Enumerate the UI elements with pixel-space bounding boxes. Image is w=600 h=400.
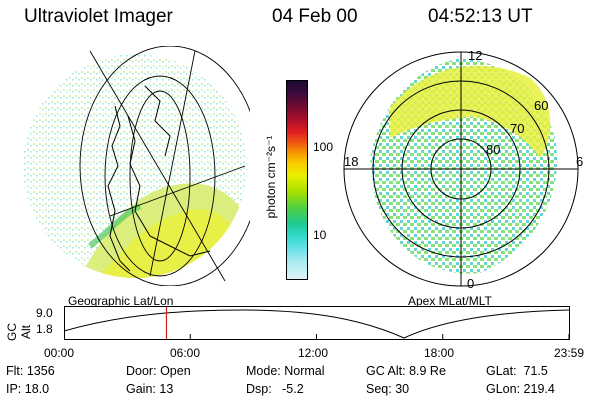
coastline bbox=[107, 105, 131, 272]
door-label: Door: bbox=[126, 364, 157, 378]
glon-value: 219.4 bbox=[523, 382, 555, 396]
timeline-xtick-2359: 23:59 bbox=[554, 346, 585, 360]
geographic-image bbox=[23, 46, 250, 286]
altitude-curve bbox=[64, 309, 570, 339]
glat-label: GLat: bbox=[486, 364, 517, 378]
image-time: 04:52:13 UT bbox=[428, 6, 533, 27]
dsp-label: Dsp: bbox=[246, 382, 272, 396]
grid-line bbox=[104, 75, 216, 277]
timeline-axis-label: GC Alt bbox=[5, 323, 33, 341]
polar-plot: 12 18 6 0 60 70 80 bbox=[343, 48, 583, 291]
lat-label-70: 70 bbox=[510, 121, 524, 136]
gain-label: Gain: bbox=[126, 382, 156, 396]
gcalt-label: GC Alt: bbox=[366, 364, 406, 378]
timeline-xtick-0000: 00:00 bbox=[44, 346, 75, 360]
timeline-ytick-1-8: 1.8 bbox=[36, 322, 53, 336]
timeline-xtick-1800: 18:00 bbox=[424, 346, 455, 360]
ip-value: 18.0 bbox=[24, 382, 50, 396]
dsp-value: -5.2 bbox=[282, 382, 304, 396]
seq-label: Seq: bbox=[366, 382, 392, 396]
colorbar bbox=[286, 80, 308, 280]
mlt-label-0: 0 bbox=[467, 276, 474, 291]
seq-value: 30 bbox=[395, 382, 410, 396]
flt-value: 1356 bbox=[26, 364, 55, 378]
gain-value: 13 bbox=[159, 382, 174, 396]
ip-label: IP: bbox=[6, 382, 22, 396]
mlt-label-18: 18 bbox=[344, 154, 358, 169]
gcalt-value: 8.9 Re bbox=[409, 364, 446, 378]
coastline bbox=[127, 115, 211, 257]
image-date: 04 Feb 00 bbox=[272, 6, 358, 27]
door-value: Open bbox=[160, 364, 191, 378]
timeline-xtick-1200: 12:00 bbox=[298, 346, 329, 360]
left-panel-caption: Geographic Lat/Lon bbox=[68, 294, 174, 308]
glon-label: GLon: bbox=[486, 382, 521, 396]
polar-aurora-dayside bbox=[390, 65, 551, 158]
right-panel-caption: Apex MLat/MLT bbox=[408, 294, 492, 308]
colorbar-tick-100: 100 bbox=[313, 140, 334, 154]
mlt-label-6: 6 bbox=[576, 154, 583, 169]
timeline-ytick-9: 9.0 bbox=[36, 306, 53, 320]
lat-label-80: 80 bbox=[486, 142, 500, 157]
timeline-xtick-0600: 06:00 bbox=[170, 346, 201, 360]
lat-label-60: 60 bbox=[534, 98, 548, 113]
mode-label: Mode: bbox=[246, 364, 281, 378]
altitude-plot bbox=[64, 306, 570, 340]
mode-value: Normal bbox=[284, 364, 325, 378]
mlt-label-12: 12 bbox=[468, 48, 482, 63]
glat-value: 71.5 bbox=[523, 364, 548, 378]
instrument-title: Ultraviolet Imager bbox=[24, 6, 173, 27]
flt-label: Flt: bbox=[6, 364, 24, 378]
colorbar-tick-10: 10 bbox=[313, 228, 327, 242]
colorbar-unit-label: photon cm⁻²s⁻¹ bbox=[264, 135, 278, 219]
